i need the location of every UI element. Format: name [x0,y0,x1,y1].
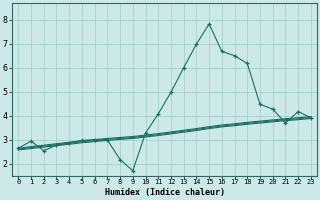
X-axis label: Humidex (Indice chaleur): Humidex (Indice chaleur) [105,188,225,197]
